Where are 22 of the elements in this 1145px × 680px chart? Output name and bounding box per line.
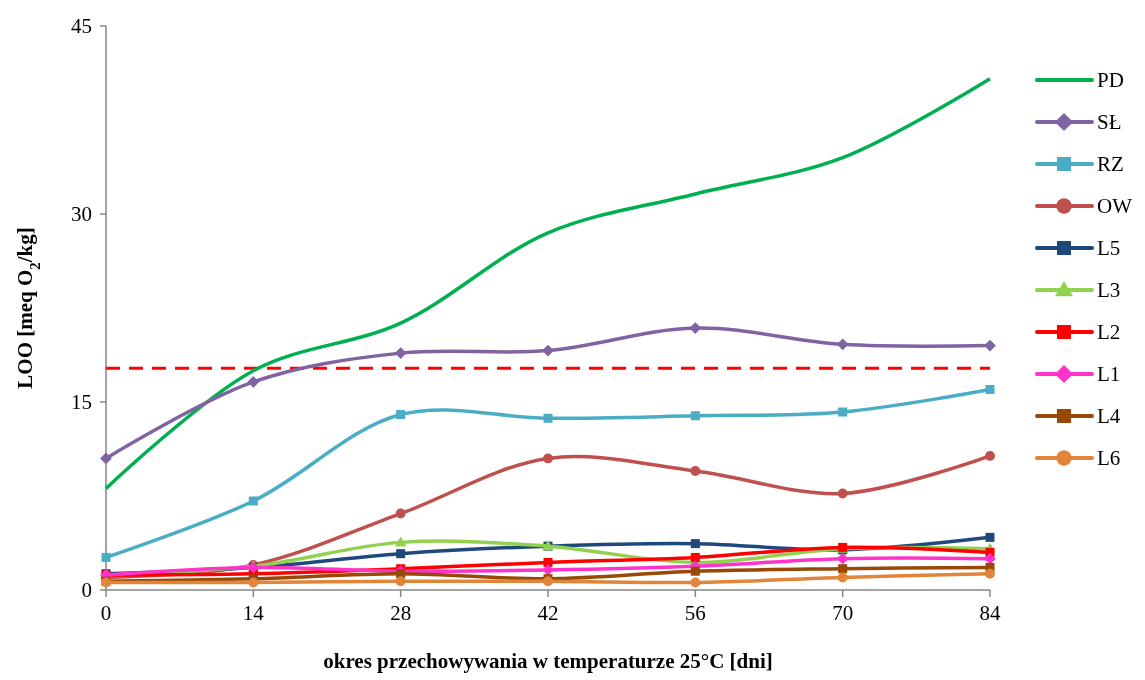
x-tick-label: 70 (832, 601, 854, 625)
legend-label: OW (1097, 194, 1133, 219)
legend-label: L2 (1097, 320, 1121, 345)
y-tick-label: 15 (71, 390, 92, 415)
legend-label: L5 (1097, 236, 1121, 261)
x-tick-label: 42 (537, 601, 559, 625)
y-tick-label: 45 (71, 14, 92, 39)
legend-label: RZ (1097, 152, 1124, 177)
y-tick-label: 0 (81, 578, 92, 603)
x-tick-label: 56 (684, 601, 706, 625)
legend-label: L4 (1097, 404, 1121, 429)
y-tick-label: 30 (71, 202, 92, 227)
x-tick-label: 0 (100, 601, 112, 625)
x-tick-label: 84 (979, 601, 1001, 625)
legend-label: L3 (1097, 278, 1121, 303)
legend-label: L1 (1097, 362, 1121, 387)
x-tick-label: 28 (390, 601, 412, 625)
legend-label: L6 (1097, 446, 1121, 471)
x-tick-label: 14 (242, 601, 265, 625)
x-axis-title: okres przechowywania w temperaturze 25°C [dni] (323, 649, 773, 673)
legend-label: PD (1097, 68, 1124, 93)
legend-label: SŁ (1097, 110, 1122, 135)
